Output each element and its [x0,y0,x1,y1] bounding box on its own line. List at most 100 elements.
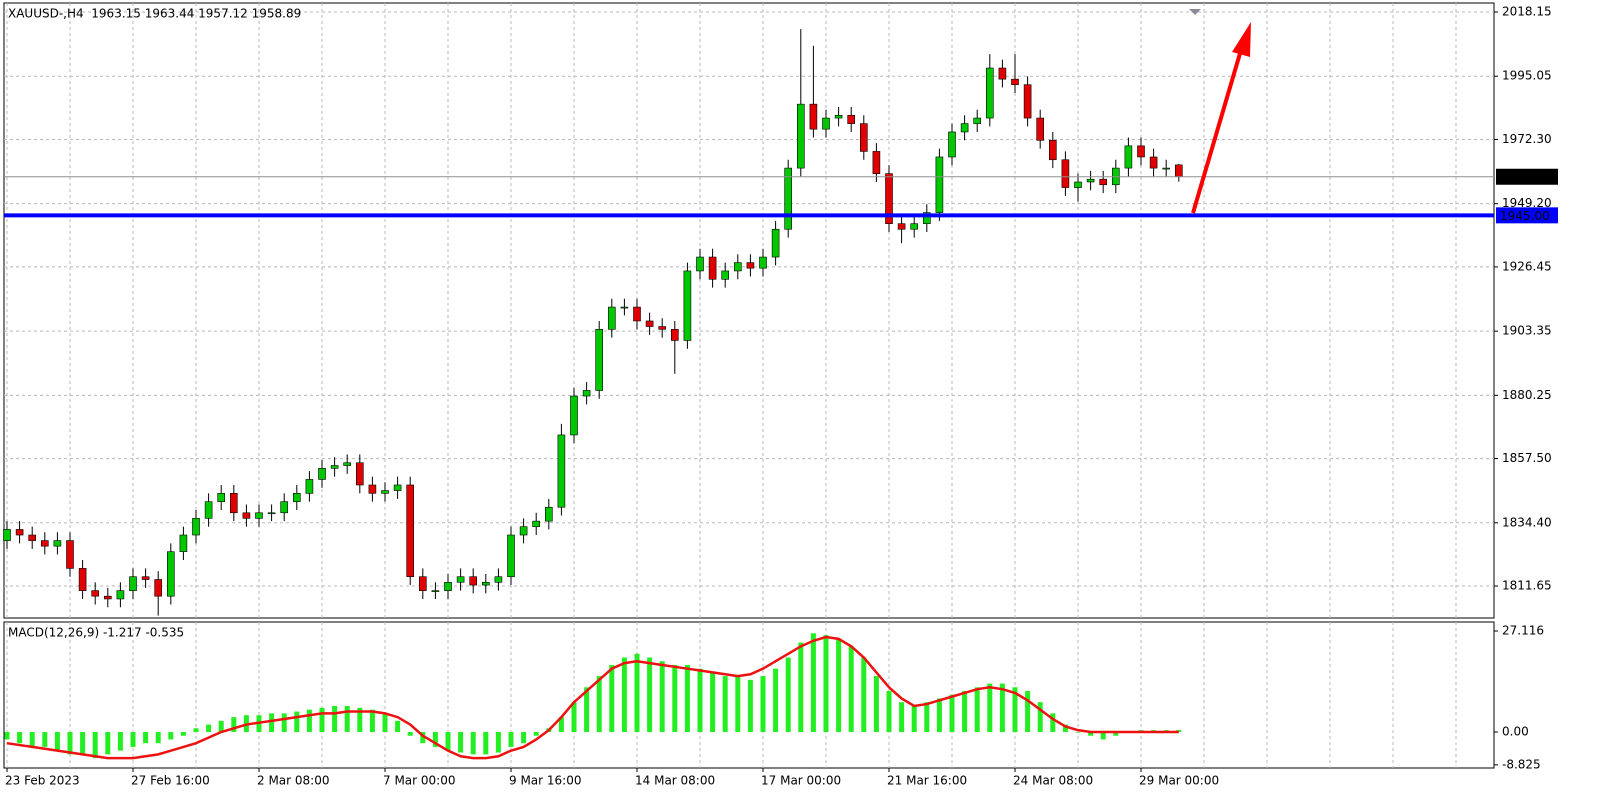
histogram-bar [17,732,23,744]
histogram-bar [1062,724,1068,733]
candle-body [129,576,137,591]
histogram-bar [521,732,527,744]
price-panel [3,2,1495,619]
candle-body [948,131,956,158]
candle-body [418,576,427,591]
histogram-bar [420,732,426,744]
candle-body [141,576,150,580]
candle-body [15,529,24,536]
candle-body [1162,167,1170,170]
candle-body [985,67,994,119]
histogram-bar [1100,732,1106,740]
histogram-bar [395,720,401,733]
candle-body [1137,145,1145,158]
candle-body [847,114,856,124]
y-tick-label: 1972.30 [1502,132,1552,146]
histogram-bar [80,732,86,755]
candle-body [179,534,188,553]
histogram-bar [697,668,703,733]
candle-body [1099,178,1107,186]
histogram-bar [773,668,779,733]
histogram-bar [218,720,224,733]
histogram-bar [684,664,690,733]
candle-body [355,462,364,486]
candle-body [481,581,490,586]
histogram-bar [647,657,653,733]
histogram-bar [67,732,73,755]
candle-body [796,103,805,169]
candle-body [1086,178,1095,183]
histogram-bar [407,732,413,736]
histogram-bar [168,732,174,740]
histogram-bar [117,732,123,751]
candle-body [683,270,692,341]
histogram-bar [584,687,590,733]
histogram-bar [369,709,375,733]
histogram-bar [621,657,627,733]
histogram-bar [1050,713,1056,733]
candle-body [53,540,62,547]
histogram-bar [1025,691,1031,733]
macd-title: MACD(12,26,9) -1.217 -0.535 [8,626,184,640]
y-tick-label: 2018.15 [1502,5,1552,19]
candle-body [230,493,238,514]
histogram-bar [54,732,60,751]
histogram-bar [886,691,892,733]
histogram-bar [29,732,35,747]
histogram-bar [143,732,149,744]
histogram-bar [810,633,816,733]
candle-body [582,390,591,397]
candle-body [822,117,830,130]
annotation-arrow [1191,49,1243,214]
histogram-bar [357,707,363,733]
histogram-bar [672,664,678,733]
histogram-bar [747,679,753,733]
candle-body [721,270,730,280]
candle-body [507,534,515,578]
candle-body [922,212,931,224]
candle-body [784,167,793,230]
candle-body [910,223,919,230]
candle-body [78,568,87,591]
histogram-bar [306,709,312,733]
histogram-bar [180,732,186,736]
candle-body [1011,78,1019,85]
candle-body [255,512,263,519]
candle-body [607,306,616,330]
candle-body [1149,156,1158,169]
histogram-bar [936,698,942,733]
histogram-bar [1088,732,1094,736]
candle-body [368,484,377,494]
y-tick-label: 1949.20 [1502,196,1552,210]
x-tick-label: 17 Mar 00:00 [761,774,841,788]
price-label: 1958.89 [1500,170,1550,184]
histogram-bar [558,717,564,733]
histogram-bar [785,657,791,733]
y-tick-label: 1880.25 [1502,388,1552,402]
histogram-bar [483,732,489,755]
candle-body [532,520,541,527]
histogram-bar [987,683,993,733]
candle-body [708,256,717,280]
candle-body [393,484,402,491]
histogram-bar [609,664,615,733]
histogram-bar [571,702,577,733]
x-tick-label: 9 Mar 16:00 [509,774,582,788]
signal-line [6,635,1179,760]
candle-body [670,329,679,341]
histogram-bar [231,717,237,733]
x-tick-label: 27 Feb 16:00 [131,774,210,788]
candle-body [167,551,175,597]
candle-body [292,493,301,502]
histogram-bar [659,661,665,733]
candle-body [998,67,1007,80]
candle-body [1049,139,1057,161]
histogram-bar [798,642,804,733]
candle-body [318,468,326,480]
histogram-bar [596,676,602,733]
histogram-bar [92,732,98,759]
candle-body [519,526,528,536]
candle-body [973,117,982,124]
candle-body [330,465,339,469]
